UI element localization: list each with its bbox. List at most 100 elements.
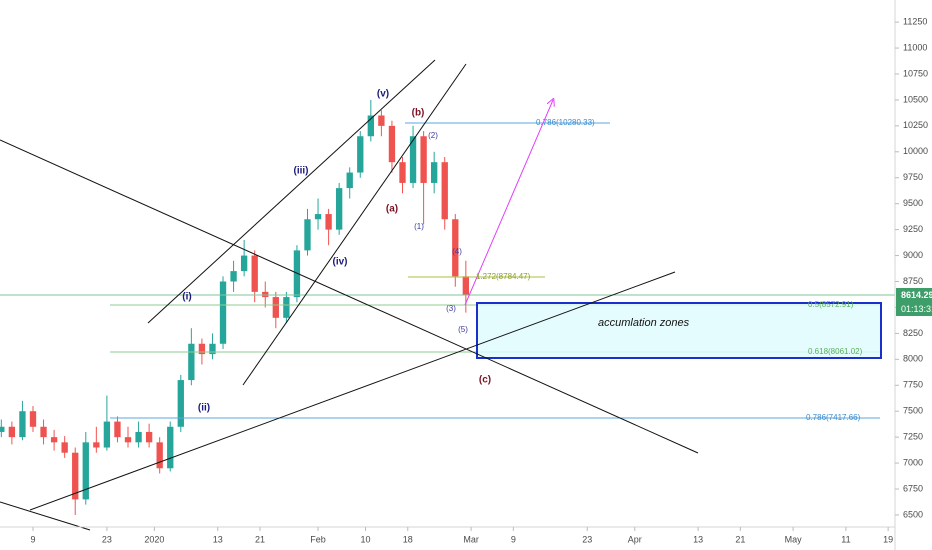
candle-body [50,437,58,443]
candle-body [388,125,396,163]
x-tick-label: 2020 [144,534,164,544]
x-tick-label: May [785,534,803,544]
candle-body [167,426,174,469]
candle-body [40,426,47,438]
y-tick-label: 8000 [903,354,923,364]
candle-body [209,343,216,355]
fib-label: 0.618(8061.02) [808,347,863,356]
wave-label: (4) [452,247,462,256]
candle-body [135,431,142,443]
x-tick-label: 13 [213,534,223,544]
candle-body [399,162,406,183]
candle-body [441,162,448,220]
wave-label: (v) [377,89,389,100]
wave-label: (5) [458,325,468,334]
x-tick-label: 9 [511,534,516,544]
candle-body [124,437,132,443]
wave-label: (iii) [294,166,309,177]
wave-label: (iv) [333,257,348,268]
x-tick-label: 11 [841,534,850,544]
candle-body [0,426,5,432]
x-tick-label: Apr [628,534,642,544]
y-tick-label: 10250 [903,120,928,130]
trend-line [29,271,676,511]
y-tick-label: 9500 [903,198,923,208]
wave-label: (b) [412,108,425,119]
y-tick-label: 10750 [903,68,928,78]
fib-label: 0.786(7417.66) [806,413,861,422]
y-tick-label: 9750 [903,172,923,182]
x-tick-label: 13 [693,534,703,544]
candle-body [219,281,227,344]
candle-body [262,291,269,298]
zone-label: accumlation zones [598,317,690,329]
countdown: 01:13:31 [901,304,932,314]
accumulation-box [476,302,882,359]
candle-body [452,219,459,277]
y-tick-label: 7250 [903,432,923,442]
y-tick-label: 7750 [903,380,923,390]
y-tick-label: 7500 [903,406,923,416]
candle-body [114,421,121,438]
trend-line [0,501,91,531]
candle-body [325,214,332,230]
candle-body [156,442,163,469]
candle-body [72,452,79,500]
candle-body [409,136,417,183]
fib-label: 0.786(10280.33) [536,118,595,127]
candle-body [367,115,374,137]
candle-body [357,136,364,173]
candle-body [304,219,311,251]
x-tick-label: Feb [310,534,326,544]
y-tick-label: 9250 [903,224,923,234]
candle-body [93,442,100,448]
candle-body [188,343,195,381]
candle-body [335,188,343,230]
candle-body [251,255,258,292]
candle-body [19,411,26,438]
trend-line [242,63,467,386]
x-tick-label: 21 [735,534,745,544]
axes: 6500675070007250750077508000825085008750… [30,16,928,544]
candle-body [61,442,68,453]
countdown-bg [896,302,932,316]
y-tick-label: 10000 [903,146,928,156]
candle-body [431,162,438,183]
y-tick-label: 8750 [903,276,923,286]
candle-body [103,421,111,448]
wave-label: (a) [386,204,398,215]
candle-body [283,297,290,318]
x-tick-label: 18 [403,534,413,544]
candle-body [293,250,301,298]
candle-body [378,115,385,126]
candle-body [462,276,470,295]
y-tick-label: 8250 [903,328,923,338]
candle-body [145,431,153,443]
wave-label: (ii) [198,403,210,414]
x-tick-label: 10 [361,534,371,544]
candle-body [177,380,184,427]
price-tag-bg [896,288,932,302]
y-tick-label: 6500 [903,509,923,519]
wave-label: (c) [479,375,491,386]
projection-arrow [464,100,553,306]
wave-label: (i) [182,292,191,303]
y-tick-label: 10500 [903,94,928,104]
y-tick-label: 9000 [903,250,923,260]
candle-body [420,136,427,183]
candle-body [272,297,279,318]
candle-body [314,214,322,220]
x-tick-label: 21 [255,534,265,544]
y-tick-label: 11250 [903,16,927,26]
candle-body [82,442,89,500]
fib-label: 1.272(8784.47) [476,272,531,281]
x-tick-label: 23 [102,534,112,544]
candle-body [230,271,237,282]
candle-body [29,411,37,427]
candles [0,99,470,515]
candle-body [346,172,353,189]
y-tick-label: 11000 [903,42,927,52]
wave-label: (2) [428,131,438,140]
